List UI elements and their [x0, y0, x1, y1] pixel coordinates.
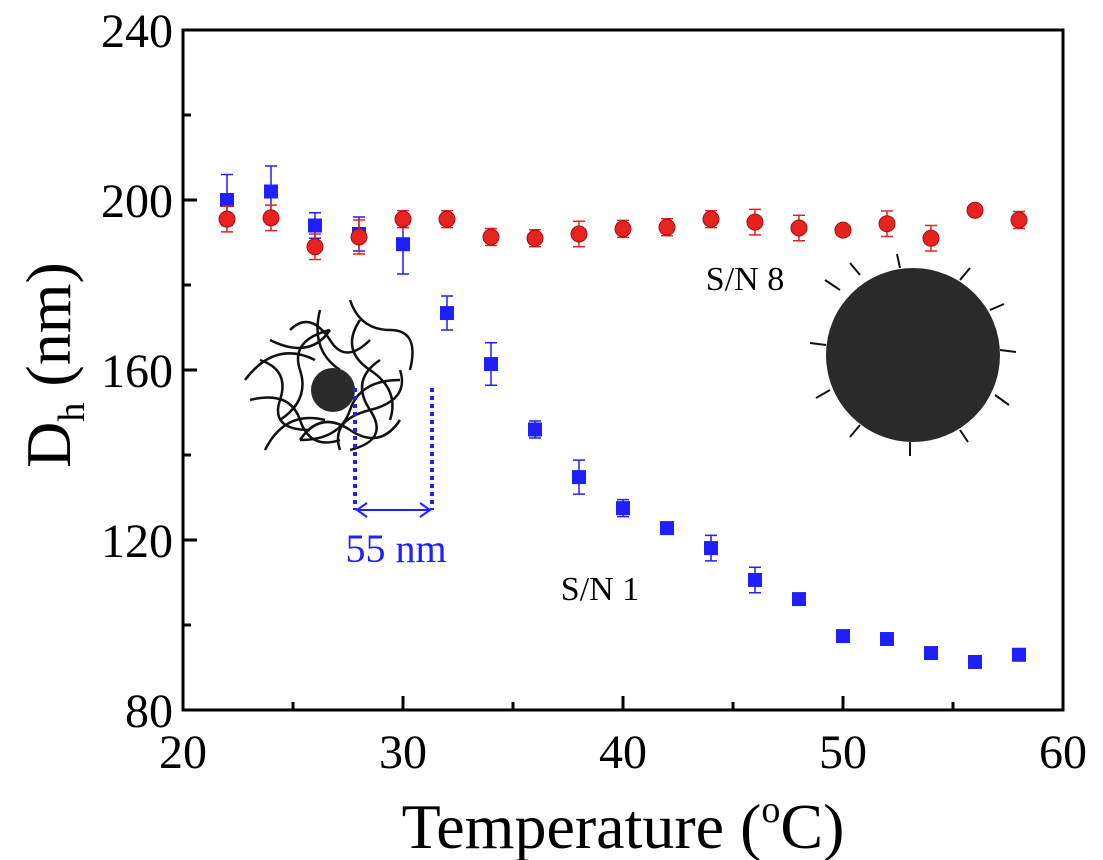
y-tick-label: 240 [101, 5, 173, 58]
marker [264, 184, 278, 199]
marker [438, 210, 456, 228]
marker [790, 219, 808, 237]
illustration-sn1 [244, 299, 414, 452]
marker [834, 221, 852, 239]
marker [966, 201, 984, 219]
marker [660, 521, 674, 536]
marker [614, 220, 632, 238]
core-particle [311, 368, 355, 412]
marker [308, 218, 322, 233]
marker [262, 209, 280, 227]
x-axis-label-text: Temperature ( [402, 791, 762, 860]
y-tick-label: 80 [125, 685, 173, 738]
marker [526, 229, 544, 247]
y-axis-label: Dh (nm) [13, 262, 93, 468]
dimension-arrow [355, 502, 432, 518]
y-axis-label-text: D [13, 422, 84, 468]
marker [394, 210, 412, 228]
marker [440, 306, 454, 321]
marker [1010, 211, 1028, 229]
annotation: 55 nm [345, 526, 446, 571]
marker [570, 225, 588, 243]
marker [616, 501, 630, 516]
marker [922, 229, 940, 247]
x-axis-label-sup: o [761, 789, 780, 831]
marker [572, 470, 586, 485]
marker [792, 592, 806, 607]
marker [220, 193, 234, 207]
marker [748, 572, 762, 587]
series-label: S/N 1 [561, 571, 639, 608]
marker [924, 646, 938, 661]
marker [350, 228, 368, 246]
marker [1012, 647, 1026, 662]
marker [396, 237, 410, 252]
x-tick-label: 60 [1039, 726, 1087, 779]
x-tick-label: 50 [819, 726, 867, 779]
y-axis-label-sub: h [51, 403, 93, 422]
x-tick-label: 30 [379, 726, 427, 779]
marker [702, 210, 720, 228]
large-particle [826, 268, 1000, 442]
y-tick-label: 200 [101, 175, 173, 228]
marker [528, 422, 542, 437]
y-tick-label: 120 [101, 515, 173, 568]
marker [658, 218, 676, 236]
marker [836, 629, 850, 644]
marker [878, 215, 896, 233]
marker [704, 541, 718, 556]
marker [482, 228, 500, 246]
series-label: S/N 8 [706, 261, 784, 298]
x-tick-label: 40 [599, 726, 647, 779]
marker [306, 238, 324, 256]
marker [880, 632, 894, 647]
marker [484, 357, 498, 372]
marker [746, 213, 764, 231]
y-axis-label-after: (nm) [13, 262, 84, 402]
marker [218, 210, 236, 228]
x-axis-label: Temperature (oC) [402, 789, 845, 860]
marker [968, 654, 982, 669]
illustration-sn8 [809, 253, 1017, 456]
y-tick-label: 160 [101, 345, 173, 398]
x-tick-label: 20 [159, 726, 207, 779]
x-axis-label-after: C) [780, 791, 844, 860]
